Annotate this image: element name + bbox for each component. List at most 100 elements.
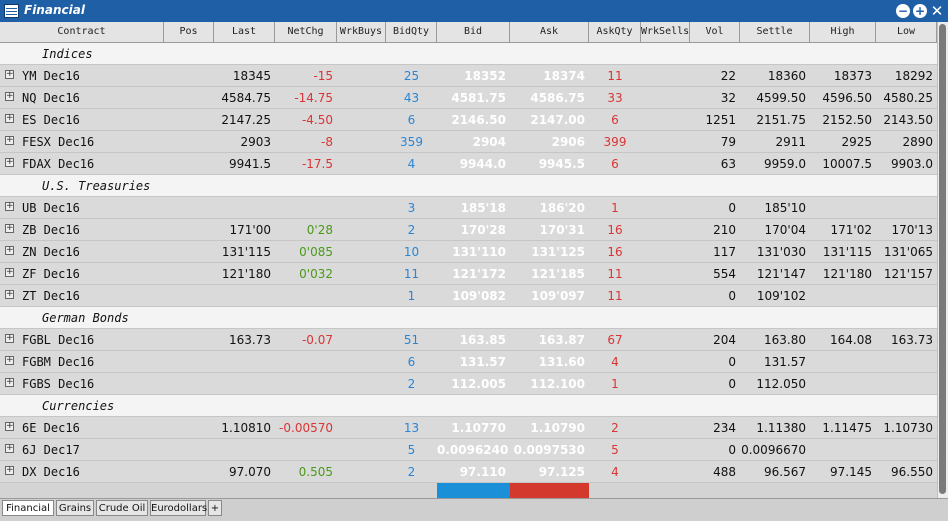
tab-grains[interactable]: Grains xyxy=(56,500,94,516)
add-tab-button[interactable]: + xyxy=(208,500,222,516)
column-header-pos[interactable]: Pos xyxy=(164,22,214,42)
maximize-icon[interactable]: + xyxy=(913,4,927,18)
contract-row[interactable]: + FGBS Dec16 2 112.005 112.100 1 0 112.050 xyxy=(0,373,937,395)
cell-contract[interactable]: ZN Dec16 xyxy=(22,245,80,259)
cell-bid[interactable]: 2904 xyxy=(472,135,506,149)
cell-ask[interactable]: 112.100 xyxy=(530,377,585,391)
contract-row[interactable]: + DX Dec16 97.070 0.505 2 97.110 97.125 4 488 96.… xyxy=(0,461,937,483)
cell-ask[interactable]: 2906 xyxy=(551,135,585,149)
cell-contract[interactable]: ZF Dec16 xyxy=(22,267,80,281)
group-header-row[interactable]: German Bonds xyxy=(0,307,937,329)
cell-bid[interactable]: 97.110 xyxy=(459,465,506,479)
cell-ask[interactable]: 109'097 xyxy=(531,289,585,303)
column-header-vol[interactable]: Vol xyxy=(690,22,740,42)
contract-row[interactable]: + ES Dec16 2147.25 -4.50 6 2146.50 2147.00 6 125… xyxy=(0,109,937,131)
column-header-bid[interactable]: Bid xyxy=(437,22,510,42)
tab-financial[interactable]: Financial xyxy=(2,500,54,516)
cell-contract[interactable]: FGBM Dec16 xyxy=(22,355,95,369)
column-header-high[interactable]: High xyxy=(810,22,876,42)
cell-bid[interactable]: 2146.50 xyxy=(451,113,506,127)
expand-plus-icon[interactable]: + xyxy=(5,289,14,299)
column-header-wrksells[interactable]: WrkSells xyxy=(641,22,690,42)
cell-ask[interactable]: 163.87 xyxy=(538,333,585,347)
cell-ask[interactable]: 131'125 xyxy=(531,245,585,259)
expand-plus-icon[interactable]: + xyxy=(5,91,14,101)
cell-ask[interactable]: 4586.75 xyxy=(530,91,585,105)
expand-plus-icon[interactable]: + xyxy=(5,223,14,233)
cell-contract[interactable]: ZT Dec16 xyxy=(22,289,80,303)
contract-row[interactable]: + YM Dec16 18345 -15 25 18352 18374 11 22 18360 18… xyxy=(0,65,937,87)
tab-eurodollars[interactable]: Eurodollars xyxy=(150,500,207,516)
column-header-last[interactable]: Last xyxy=(214,22,275,42)
cell-contract[interactable]: ZB Dec16 xyxy=(22,223,80,237)
group-header-row[interactable]: U.S. Treasuries xyxy=(0,175,937,197)
expand-plus-icon[interactable]: + xyxy=(5,333,14,343)
group-header-row[interactable]: Currencies xyxy=(0,395,937,417)
cell-bid[interactable]: 1.10770 xyxy=(451,421,506,435)
window-titlebar[interactable]: Financial − + ✕ xyxy=(0,0,948,22)
cell-bid[interactable]: 163.85 xyxy=(459,333,506,347)
expand-plus-icon[interactable]: + xyxy=(5,135,14,145)
cell-contract[interactable]: NQ Dec16 xyxy=(22,91,80,105)
cell-bid[interactable]: 109'082 xyxy=(452,289,506,303)
cell-ask[interactable]: 9945.5 xyxy=(538,157,585,171)
cell-ask[interactable]: 97.125 xyxy=(538,465,585,479)
contract-row[interactable]: +6J Dec17 5 0.0096240 0.0097530 5 0 0.0096670 xyxy=(0,439,937,461)
contract-row[interactable]: + NQ Dec16 4584.75 -14.75 43 4581.75 4586.75 33… xyxy=(0,87,937,109)
column-header-ask[interactable]: Ask xyxy=(510,22,589,42)
contract-row[interactable]: + FGBM Dec16 6 131.57 131.60 4 0 131.57 xyxy=(0,351,937,373)
close-icon[interactable]: ✕ xyxy=(930,2,944,20)
cell-ask[interactable]: 170'31 xyxy=(539,223,585,237)
cell-ask[interactable]: 186'20 xyxy=(539,201,585,215)
cell-bid[interactable]: 170'28 xyxy=(460,223,506,237)
tab-crude-oil[interactable]: Crude Oil xyxy=(96,500,148,516)
cell-contract[interactable]: FDAX Dec16 xyxy=(22,157,95,171)
cell-contract[interactable]: FESX Dec16 xyxy=(22,135,95,149)
minimize-icon[interactable]: − xyxy=(896,4,910,18)
column-header-netchg[interactable]: NetChg xyxy=(275,22,337,42)
cell-contract[interactable]: YM Dec16 xyxy=(22,69,80,83)
cell-contract[interactable]: FGBS Dec16 xyxy=(22,377,95,391)
column-header-settle[interactable]: Settle xyxy=(740,22,810,42)
cell-contract[interactable]: UB Dec16 xyxy=(22,201,80,215)
cell-ask[interactable]: 1.10790 xyxy=(530,421,585,435)
cell-ask[interactable]: 18374 xyxy=(543,69,585,83)
cell-contract[interactable]: FGBL Dec16 xyxy=(22,333,95,347)
cell-contract[interactable]: ES Dec16 xyxy=(22,113,80,127)
column-header-bidqty[interactable]: BidQty xyxy=(386,22,437,42)
cell-bid[interactable]: 4581.75 xyxy=(451,91,506,105)
scrollbar-thumb[interactable] xyxy=(939,24,946,494)
contract-row[interactable]: + FDAX Dec16 9941.5 -17.5 4 9944.0 9945.5 6 63 99… xyxy=(0,153,937,175)
cell-bid[interactable]: 131.57 xyxy=(459,355,506,369)
expand-plus-icon[interactable]: + xyxy=(5,245,14,255)
column-header-askqty[interactable]: AskQty xyxy=(589,22,641,42)
contract-row[interactable]: + UB Dec16 3 185'18 186'20 1 0 185'10 xyxy=(0,197,937,219)
cell-ask[interactable]: 131.60 xyxy=(538,355,585,369)
contract-row[interactable]: +6E Dec16 1.10810 -0.00570 13 1.10770 1.10790… xyxy=(0,417,937,439)
cell-contract[interactable]: 6J Dec17 xyxy=(22,443,80,457)
expand-plus-icon[interactable]: + xyxy=(5,267,14,277)
column-header-wrkbuys[interactable]: WrkBuys xyxy=(337,22,386,42)
contract-row[interactable]: + ZT Dec16 1 109'082 109'097 11 0 109'102 xyxy=(0,285,937,307)
group-header-row[interactable]: Indices xyxy=(0,43,937,65)
cell-bid[interactable]: 0.0096240 xyxy=(437,443,509,457)
column-header-contract[interactable]: Contract xyxy=(0,22,164,42)
cell-bid[interactable]: 18352 xyxy=(464,69,506,83)
cell-bid[interactable]: 121'172 xyxy=(452,267,506,281)
expand-plus-icon[interactable]: + xyxy=(5,355,14,365)
expand-plus-icon[interactable]: + xyxy=(5,69,14,79)
cell-bid[interactable]: 185'18 xyxy=(460,201,506,215)
contract-row[interactable]: + ZN Dec16 131'115 0'085 10 131'110 131'125 16 1… xyxy=(0,241,937,263)
cell-contract[interactable]: DX Dec16 xyxy=(22,465,80,479)
expand-plus-icon[interactable]: + xyxy=(5,377,14,387)
cell-ask[interactable]: 2147.00 xyxy=(530,113,585,127)
expand-plus-icon[interactable]: + xyxy=(5,465,14,475)
contract-row[interactable]: + ZF Dec16 121'180 0'032 11 121'172 121'185 11 5… xyxy=(0,263,937,285)
column-header-low[interactable]: Low xyxy=(876,22,937,42)
cell-ask[interactable]: 0.0097530 xyxy=(513,443,585,457)
expand-plus-icon[interactable]: + xyxy=(5,157,14,167)
expand-plus-icon[interactable]: + xyxy=(5,113,14,123)
cell-ask[interactable]: 121'185 xyxy=(531,267,585,281)
cell-bid[interactable]: 112.005 xyxy=(451,377,506,391)
contract-row[interactable]: + ZB Dec16 171'00 0'28 2 170'28 170'31 16 210 170… xyxy=(0,219,937,241)
